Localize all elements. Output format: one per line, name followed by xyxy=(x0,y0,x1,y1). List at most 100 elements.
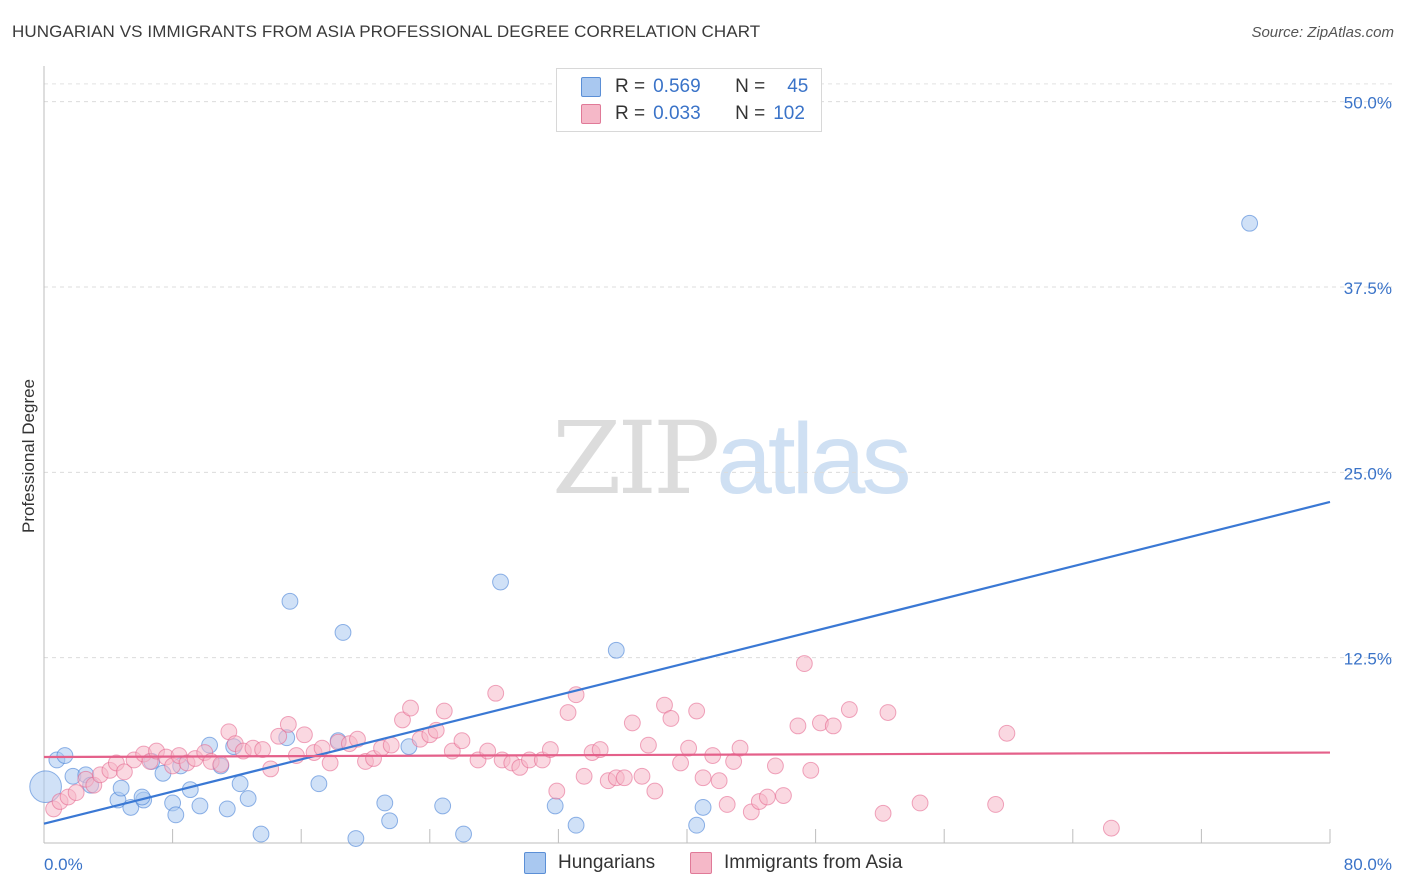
point-hungarians xyxy=(492,573,509,591)
series-swatch-hungarians xyxy=(524,852,546,874)
point-hungarians xyxy=(347,830,365,847)
point-immigrants-from-asia xyxy=(270,727,288,745)
point-hungarians xyxy=(167,806,185,824)
point-immigrants-from-asia xyxy=(766,757,784,775)
point-immigrants-from-asia xyxy=(382,736,400,754)
trend-line-immigrants-from-asia xyxy=(43,751,1331,759)
legend-n-label: N = xyxy=(735,103,766,124)
point-hungarians xyxy=(29,770,62,803)
point-immigrants-from-asia xyxy=(718,796,736,813)
y-tick-label: 25.0% xyxy=(1344,464,1392,483)
point-immigrants-from-asia xyxy=(575,767,593,785)
point-hungarians xyxy=(281,592,299,610)
watermark-zip: ZIP xyxy=(552,400,720,517)
watermark-atlas: atlas xyxy=(716,403,911,515)
correlation-legend: R = 0.569 N = 45 R = 0.033 N = 102 xyxy=(556,68,822,132)
point-immigrants-from-asia xyxy=(998,724,1016,742)
point-hungarians xyxy=(546,797,564,815)
series-legend-hungarians: Hungarians xyxy=(524,852,655,874)
point-hungarians xyxy=(567,816,585,834)
data-points xyxy=(29,214,1259,847)
watermark: ZIPatlas xyxy=(552,400,912,517)
legend-r-value: 0.033 xyxy=(653,103,701,124)
point-hungarians xyxy=(56,747,74,764)
point-immigrants-from-asia xyxy=(633,767,651,785)
point-immigrants-from-asia xyxy=(321,754,339,772)
point-immigrants-from-asia xyxy=(694,769,712,787)
point-immigrants-from-asia xyxy=(254,741,272,759)
point-hungarians xyxy=(218,800,236,818)
point-hungarians xyxy=(434,797,452,815)
trend-line-hungarians xyxy=(43,500,1331,825)
tick-labels: 12.5% 25.0% 37.5% 50.0% 0.0% 80.0% xyxy=(44,94,1392,874)
point-immigrants-from-asia xyxy=(591,741,609,759)
point-immigrants-from-asia xyxy=(615,769,633,787)
series-label-immigrants-asia: Immigrants from Asia xyxy=(724,852,903,873)
trend-lines xyxy=(43,500,1331,825)
point-immigrants-from-asia xyxy=(802,761,820,779)
legend-r-label: R = xyxy=(615,103,646,124)
series-legend: Hungarians Immigrants from Asia xyxy=(0,852,1406,878)
series-label-hungarians: Hungarians xyxy=(558,852,656,873)
point-immigrants-from-asia xyxy=(394,711,411,729)
point-hungarians xyxy=(376,794,394,812)
y-tick-label: 37.5% xyxy=(1344,279,1392,298)
point-hungarians xyxy=(688,816,706,834)
point-hungarians xyxy=(231,775,249,793)
point-hungarians xyxy=(334,624,352,641)
point-immigrants-from-asia xyxy=(623,714,641,732)
point-immigrants-from-asia xyxy=(824,717,842,735)
point-immigrants-from-asia xyxy=(349,730,366,748)
series-legend-immigrants-asia: Immigrants from Asia xyxy=(690,852,902,874)
point-immigrants-from-asia xyxy=(435,702,453,720)
point-hungarians xyxy=(607,641,625,659)
legend-n-value: 102 xyxy=(773,103,805,124)
point-immigrants-from-asia xyxy=(731,739,749,757)
point-immigrants-from-asia xyxy=(640,736,657,754)
point-immigrants-from-asia xyxy=(911,794,929,812)
point-immigrants-from-asia xyxy=(680,739,698,757)
point-immigrants-from-asia xyxy=(879,704,897,721)
point-immigrants-from-asia xyxy=(840,701,858,718)
point-hungarians xyxy=(112,779,130,797)
point-immigrants-from-asia xyxy=(775,787,792,804)
point-immigrants-from-asia xyxy=(758,788,776,806)
point-immigrants-from-asia xyxy=(548,782,566,800)
point-hungarians xyxy=(455,825,472,843)
legend-row-immigrants-asia: R = 0.033 N = 102 xyxy=(581,102,805,126)
point-immigrants-from-asia xyxy=(795,655,813,673)
point-immigrants-from-asia xyxy=(479,742,497,760)
x-tick-label: 80.0% xyxy=(1344,855,1392,874)
point-immigrants-from-asia xyxy=(789,717,807,735)
legend-row-hungarians: R = 0.569 N = 45 xyxy=(581,75,808,99)
point-immigrants-from-asia xyxy=(212,755,230,773)
y-tick-label: 50.0% xyxy=(1344,94,1392,113)
legend-r-label: R = xyxy=(615,76,646,97)
series-swatch-immigrants-asia xyxy=(690,852,712,874)
y-tick-label: 12.5% xyxy=(1344,650,1392,669)
point-hungarians xyxy=(1241,214,1259,232)
point-hungarians xyxy=(310,775,328,793)
point-immigrants-from-asia xyxy=(559,704,577,721)
point-immigrants-from-asia xyxy=(402,699,419,717)
chart-title: HUNGARIAN VS IMMIGRANTS FROM ASIA PROFES… xyxy=(12,22,761,41)
legend-swatch-hungarians xyxy=(581,77,601,97)
legend-swatch-immigrants-asia xyxy=(581,104,601,124)
point-immigrants-from-asia xyxy=(453,732,471,750)
point-immigrants-from-asia xyxy=(295,726,313,744)
source-credit: Source: ZipAtlas.com xyxy=(1251,24,1394,41)
point-immigrants-from-asia xyxy=(67,784,85,802)
point-immigrants-from-asia xyxy=(1102,819,1120,837)
grid-lines xyxy=(44,83,1392,659)
x-tick-label: 0.0% xyxy=(44,855,83,874)
point-immigrants-from-asia xyxy=(646,782,664,800)
point-immigrants-from-asia xyxy=(672,754,689,772)
point-hungarians xyxy=(191,797,209,815)
point-immigrants-from-asia xyxy=(987,796,1005,813)
point-immigrants-from-asia xyxy=(541,741,559,759)
point-hungarians xyxy=(381,812,399,830)
legend-r-value: 0.569 xyxy=(653,76,701,97)
point-immigrants-from-asia xyxy=(874,804,892,822)
point-immigrants-from-asia xyxy=(115,763,133,781)
